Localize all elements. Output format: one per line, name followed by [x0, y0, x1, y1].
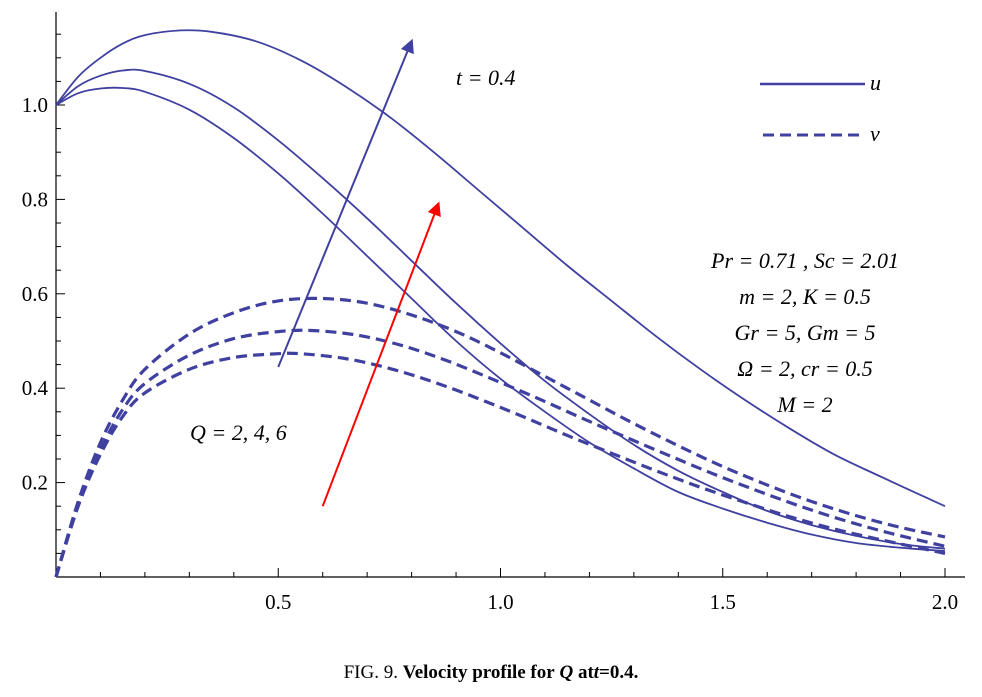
series-u-Q2: [55, 86, 946, 552]
legend: u v: [760, 70, 881, 146]
x-tick-label: 1.5: [710, 590, 736, 614]
caption-time-value: =0.4.: [599, 662, 639, 683]
param-line-1: Pr = 0.71 , Sc = 2.01: [710, 248, 899, 273]
caption-title-start: Velocity profile for: [402, 662, 555, 683]
q-values-annotation: Q = 2, 4, 6: [190, 420, 287, 445]
caption-time-var: t: [593, 662, 600, 683]
series-u-Q4: [55, 68, 946, 550]
legend-u-label: u: [870, 70, 881, 95]
y-tick-label: 0.2: [22, 471, 48, 495]
param-line-2: m = 2, K = 0.5: [739, 284, 871, 309]
curves: [54, 29, 946, 578]
y-tick-label: 0.8: [22, 187, 48, 211]
trend-arrows: [277, 38, 441, 507]
param-line-5: M = 2: [776, 392, 832, 417]
param-line-4: Ω = 2, cr = 0.5: [737, 356, 872, 381]
legend-v-label: v: [870, 121, 880, 146]
y-tick-label: 0.4: [22, 376, 49, 400]
y-tick-label: 1.0: [22, 93, 48, 117]
caption-variable: Q: [559, 662, 574, 683]
caption-title-end: at: [577, 662, 594, 683]
axes: 0.5 1.0 1.5 2.0 0.2 0.4 0.6 0.8 1.0: [22, 12, 965, 614]
figure-caption: FIG. 9. Velocity profile for Q att=0.4.: [0, 662, 982, 684]
time-annotation: t = 0.4: [456, 65, 515, 90]
velocity-chart: 0.5 1.0 1.5 2.0 0.2 0.4 0.6 0.8 1.0 t = 0.4 Q = …: [22, 12, 965, 614]
y-tick-label: 0.6: [22, 282, 48, 306]
parameter-block: Pr = 0.71 , Sc = 2.01 m = 2, K = 0.5 Gr …: [710, 248, 899, 417]
series-v-Q6: [54, 296, 946, 578]
series-u-Q6: [55, 29, 946, 508]
u-trend-arrow: [277, 38, 414, 368]
series-v-Q4: [54, 328, 946, 578]
caption-prefix: FIG. 9.: [343, 662, 398, 683]
x-tick-label: 2.0: [932, 590, 958, 614]
v-trend-arrow: [321, 201, 441, 507]
x-tick-label: 1.0: [487, 590, 513, 614]
param-line-3: Gr = 5, Gm = 5: [735, 320, 876, 345]
series-v-Q2: [54, 351, 946, 578]
x-tick-label: 0.5: [265, 590, 291, 614]
